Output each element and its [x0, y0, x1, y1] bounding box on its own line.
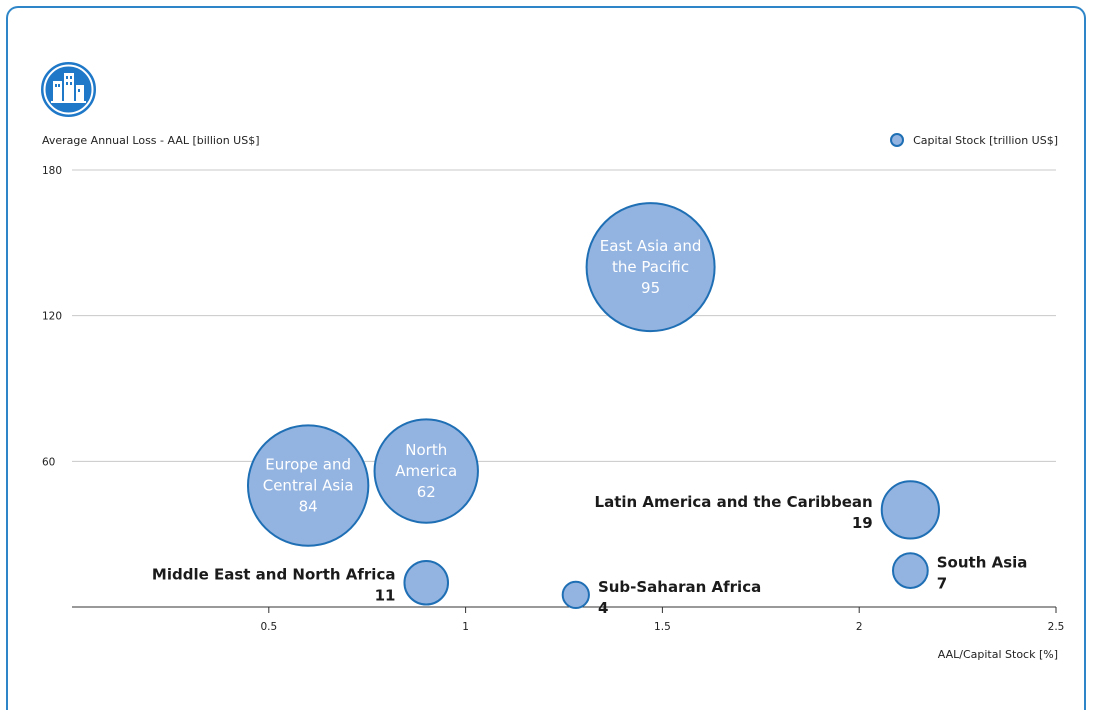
y-tick-label: 60 [42, 456, 55, 468]
bubble-value-label: 4 [598, 599, 608, 617]
bubble-label: North [405, 441, 447, 459]
bubble-group: Sub-Saharan Africa 4 [561, 578, 761, 617]
grid-layer: 60 120 180 0.5 1 1.5 2 2.5 [42, 165, 1064, 633]
bubble-label: South Asia [937, 554, 1028, 572]
bubble-group: Latin America and the Caribbean 19 [595, 480, 940, 540]
x-tick-label: 1 [462, 621, 469, 633]
bubble-label: America [395, 462, 457, 480]
bubble-value-label: 11 [375, 587, 396, 605]
bubble-value-label: 95 [641, 279, 660, 297]
y-tick-label: 180 [42, 165, 62, 177]
bubble-group: North America 62 [373, 418, 479, 524]
city-buildings-icon [41, 62, 96, 117]
y-axis-label: Average Annual Loss - AAL [billion US$] [42, 134, 260, 147]
bubble [246, 424, 370, 547]
bubble-value-label: 19 [852, 514, 873, 532]
y-tick-label: 120 [42, 311, 62, 323]
bubble-label: East Asia and [600, 237, 702, 255]
bubble-label: Latin America and the Caribbean [595, 493, 873, 511]
bubble [585, 202, 716, 333]
bubble-group: East Asia and the Pacific 95 [585, 202, 716, 333]
bubble-label: Middle East and North Africa [152, 566, 396, 584]
bubble-label: Europe and [265, 456, 351, 474]
bubble-layer: East Asia and the Pacific 95 Europe and Cent… [152, 202, 1028, 617]
x-tick-label: 0.5 [260, 621, 277, 633]
bubble-group: South Asia 7 [891, 552, 1028, 593]
legend: Capital Stock [trillion US$] [890, 133, 1058, 147]
bubble-label: Central Asia [263, 477, 354, 495]
x-tick-label: 2 [856, 621, 863, 633]
legend-swatch [890, 133, 905, 147]
bubble-group: Europe and Central Asia 84 [246, 424, 370, 547]
bubble-label: the Pacific [612, 258, 689, 276]
bubble-group: Middle East and North Africa 11 [152, 559, 450, 606]
bubble-value-label: 7 [937, 575, 947, 593]
bubble [880, 480, 940, 540]
bubble [373, 418, 479, 524]
legend-label: Capital Stock [trillion US$] [913, 133, 1058, 147]
x-axis-label: AAL/Capital Stock [%] [937, 648, 1058, 661]
x-tick-label: 2.5 [1048, 621, 1065, 633]
bubble-value-label: 62 [417, 483, 436, 501]
bubble-label: Sub-Saharan Africa [598, 578, 761, 596]
bubble [403, 559, 450, 606]
x-tick-label: 1.5 [654, 621, 671, 633]
bubble [891, 552, 929, 589]
chart-frame [6, 6, 1086, 710]
bubble [561, 580, 590, 609]
bubble-value-label: 84 [299, 498, 318, 516]
